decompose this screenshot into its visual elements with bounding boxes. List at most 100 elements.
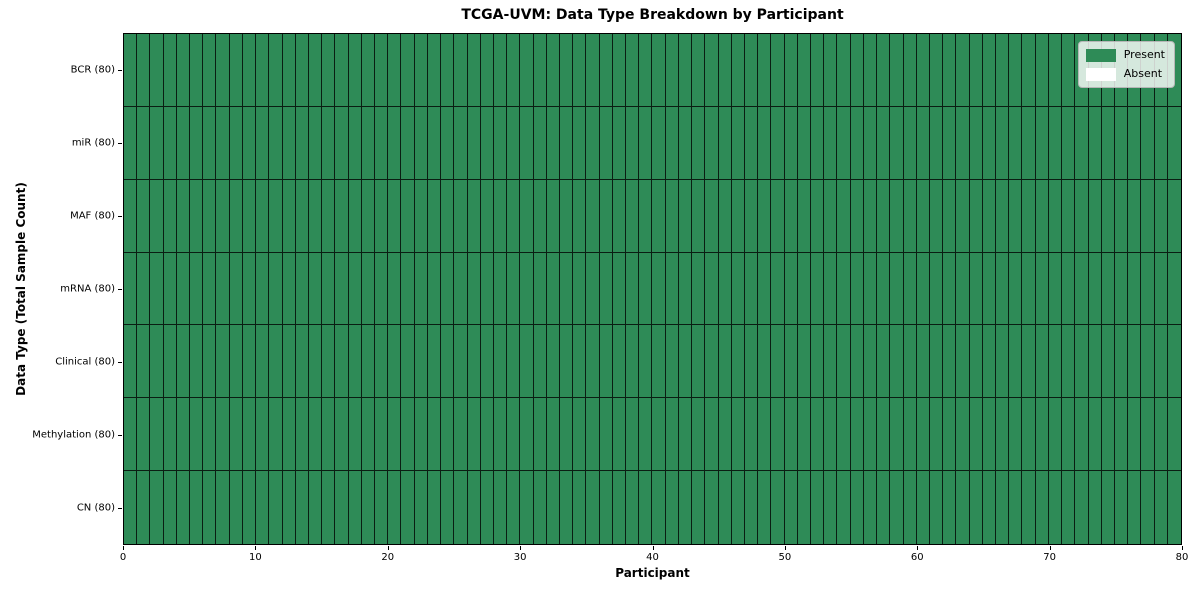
heatmap-cell — [692, 106, 706, 180]
heatmap-cell — [163, 398, 177, 472]
heatmap-cell — [824, 252, 838, 326]
heatmap-cell — [929, 252, 944, 326]
heatmap-cell — [652, 252, 666, 326]
heatmap-cell — [480, 325, 494, 399]
heatmap-cell — [1154, 179, 1168, 253]
heatmap-cell — [427, 34, 442, 107]
heatmap-cell — [665, 106, 679, 180]
heatmap-cell — [837, 325, 851, 399]
heatmap-cell — [1075, 325, 1089, 399]
heatmap-cell — [969, 471, 983, 544]
heatmap-cell — [573, 325, 587, 399]
heatmap-cell — [1022, 252, 1036, 326]
x-tick-label: 20 — [381, 552, 395, 563]
heatmap-cell — [229, 106, 243, 180]
heatmap-cell — [744, 179, 759, 253]
heatmap-cell — [996, 252, 1010, 326]
heatmap-cell — [744, 106, 759, 180]
heatmap-cell — [256, 471, 270, 544]
heatmap-cell — [1075, 106, 1089, 180]
heatmap-cell — [771, 106, 785, 180]
heatmap-cell — [1035, 325, 1049, 399]
heatmap-cell — [1141, 179, 1155, 253]
heatmap-cell — [850, 398, 864, 472]
heatmap-cell — [837, 252, 851, 326]
heatmap-cell — [124, 398, 138, 472]
heatmap-cell — [295, 106, 309, 180]
heatmap-cell — [1154, 106, 1168, 180]
heatmap-cell — [758, 179, 772, 253]
heatmap-cell — [837, 398, 851, 472]
heatmap-cell — [586, 398, 600, 472]
heatmap-cell — [797, 252, 812, 326]
heatmap-cell — [454, 252, 468, 326]
heatmap-cell — [480, 179, 494, 253]
heatmap-cell — [282, 106, 296, 180]
heatmap-cell — [308, 398, 323, 472]
heatmap-cell — [269, 34, 283, 107]
heatmap-cell — [890, 106, 904, 180]
heatmap-cell — [665, 325, 679, 399]
heatmap-cell — [969, 34, 983, 107]
heatmap-cell — [480, 106, 494, 180]
heatmap-cell — [652, 106, 666, 180]
heatmap-cell — [124, 325, 138, 399]
heatmap-cell — [348, 398, 362, 472]
heatmap-cell — [1154, 398, 1168, 472]
heatmap-cell — [943, 398, 957, 472]
chart-title: TCGA-UVM: Data Type Breakdown by Partici… — [461, 7, 844, 23]
heatmap-cell — [335, 252, 349, 326]
heatmap-cell — [586, 106, 600, 180]
heatmap-cell — [401, 34, 415, 107]
heatmap-cell — [731, 252, 745, 326]
heatmap-cell — [242, 471, 257, 544]
x-tick-label: 40 — [646, 552, 659, 563]
heatmap-cell — [573, 34, 587, 107]
heatmap-cell — [665, 471, 679, 544]
y-tick-mark — [118, 142, 122, 144]
heatmap-cell — [956, 471, 970, 544]
heatmap-cell — [441, 34, 455, 107]
heatmap-cell — [256, 179, 270, 253]
heatmap-cell — [850, 106, 864, 180]
heatmap-cell — [361, 252, 376, 326]
heatmap-cell — [229, 398, 243, 472]
heatmap-cell — [956, 325, 970, 399]
heatmap-cell — [269, 398, 283, 472]
legend-label-absent: Absent — [1123, 67, 1163, 80]
heatmap-cell — [454, 398, 468, 472]
heatmap-cell — [678, 34, 693, 107]
heatmap-cell — [229, 34, 243, 107]
heatmap-cell — [863, 252, 878, 326]
heatmap-cell — [877, 398, 891, 472]
heatmap-cell — [943, 179, 957, 253]
heatmap-cell — [282, 325, 296, 399]
heatmap-cell — [612, 179, 627, 253]
heatmap-cell — [996, 398, 1010, 472]
heatmap-cell — [375, 34, 389, 107]
heatmap-cell — [903, 106, 917, 180]
heatmap-cell — [1009, 252, 1023, 326]
heatmap-cell — [388, 179, 402, 253]
heatmap-cell — [890, 471, 904, 544]
heatmap-cell — [282, 471, 296, 544]
heatmap-cell — [916, 179, 930, 253]
heatmap-cell — [546, 34, 560, 107]
heatmap-cell — [890, 252, 904, 326]
heatmap-cell — [467, 471, 481, 544]
heatmap-cell — [533, 471, 547, 544]
heatmap-cell — [308, 252, 323, 326]
heatmap-cell — [837, 471, 851, 544]
heatmap-cell — [1114, 179, 1129, 253]
heatmap-cell — [137, 106, 151, 180]
heatmap-cell — [414, 252, 428, 326]
x-axis-label: Participant — [615, 566, 690, 580]
heatmap-cell — [626, 325, 640, 399]
heatmap-cell — [401, 325, 415, 399]
heatmap-cell — [982, 325, 997, 399]
plot-area: Present Absent — [123, 33, 1182, 545]
heatmap-cell — [1009, 325, 1023, 399]
heatmap-cell — [1128, 106, 1142, 180]
heatmap-cell — [969, 252, 983, 326]
